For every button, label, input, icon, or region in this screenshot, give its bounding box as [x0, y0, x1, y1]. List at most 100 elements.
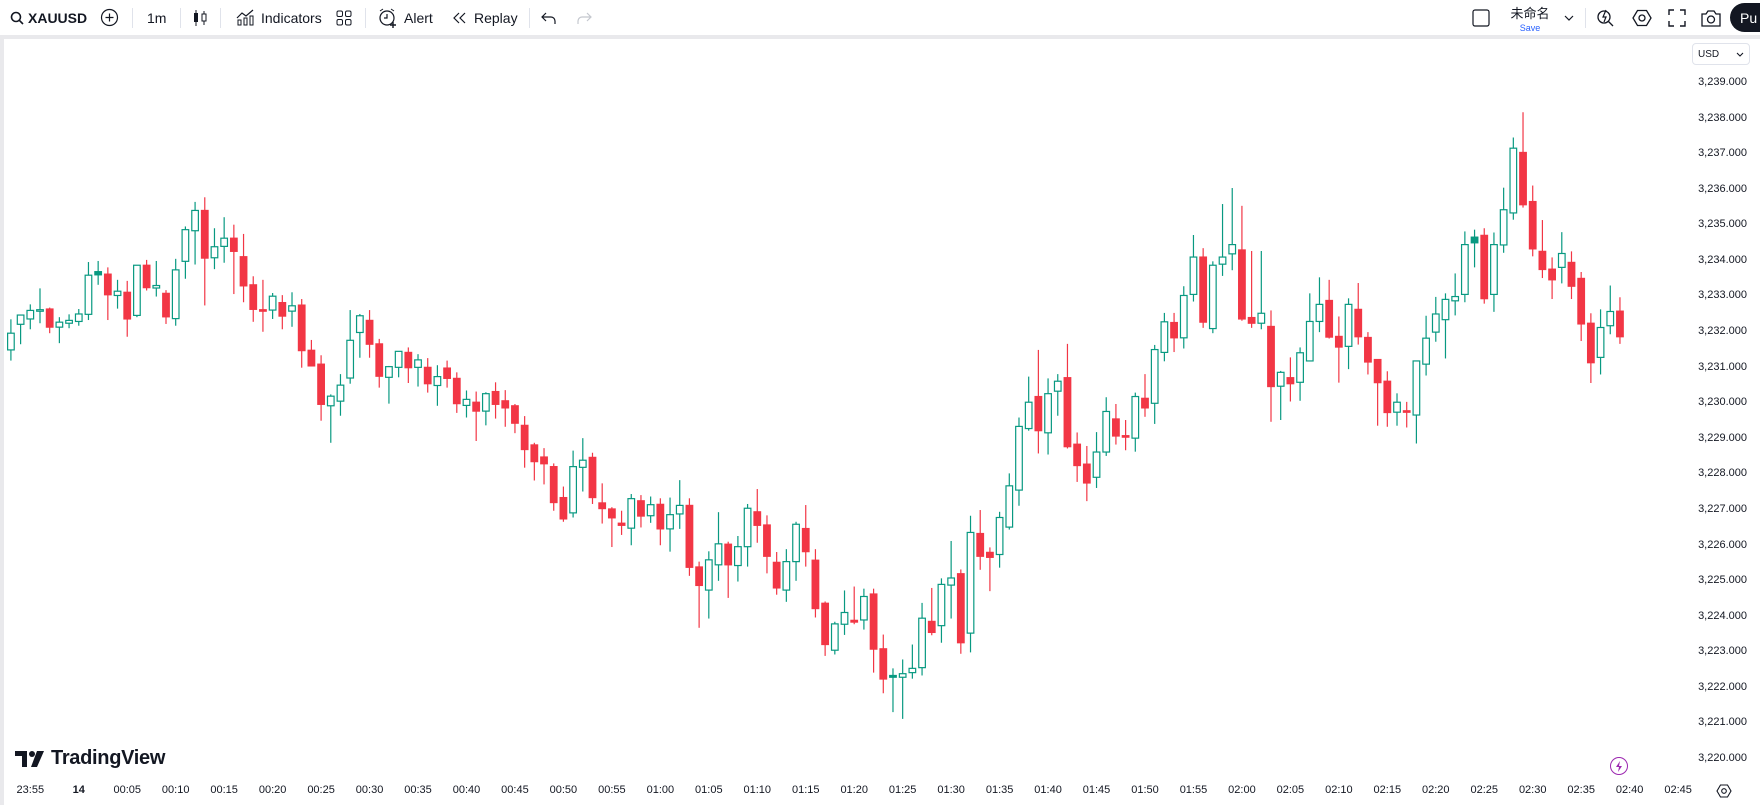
- alert-button[interactable]: Alert: [378, 0, 433, 35]
- layout-menu-button[interactable]: [1564, 0, 1574, 35]
- candle: [1586, 313, 1595, 384]
- candle-body: [569, 466, 578, 514]
- axis-settings-button[interactable]: [1716, 783, 1732, 804]
- candle-body: [123, 291, 132, 320]
- candle: [229, 224, 238, 295]
- price-tick-label: 3,236.000: [1698, 182, 1747, 195]
- candle: [443, 360, 451, 388]
- candle: [511, 403, 519, 434]
- candle-body: [986, 551, 994, 558]
- price-tick-label: 3,231.000: [1698, 360, 1747, 373]
- redo-button[interactable]: [576, 0, 592, 35]
- redo-icon: [577, 12, 592, 24]
- replay-button[interactable]: Replay: [452, 0, 518, 35]
- candle-body: [317, 363, 325, 405]
- candle-body: [637, 500, 645, 517]
- candle-body: [1102, 410, 1111, 453]
- time-tick-label: 01:35: [985, 784, 1014, 796]
- candle-body: [1364, 336, 1372, 363]
- candle: [1112, 403, 1120, 445]
- interval-button[interactable]: 1m: [147, 0, 166, 35]
- settings-button[interactable]: [1632, 0, 1652, 35]
- undo-button[interactable]: [541, 0, 557, 35]
- time-tick-label: 02:20: [1422, 784, 1450, 796]
- candle-body: [1383, 380, 1392, 414]
- candle-body: [45, 308, 54, 328]
- tradingview-logo[interactable]: TradingView: [15, 747, 165, 770]
- candle: [472, 391, 481, 442]
- candle-body: [103, 273, 112, 296]
- candle-body: [1305, 320, 1314, 362]
- candle: [239, 233, 248, 303]
- price-tick-label: 3,234.000: [1698, 253, 1747, 266]
- candle-body: [1567, 261, 1576, 287]
- left-panel-edge: [0, 35, 4, 805]
- candle-body: [1451, 295, 1460, 302]
- grid-icon: [336, 10, 352, 25]
- candle-body: [782, 561, 791, 591]
- chart-type-button[interactable]: [192, 0, 208, 35]
- candles-icon: [194, 9, 207, 26]
- candle: [1354, 283, 1363, 345]
- gear-icon: [1716, 784, 1732, 798]
- candle-body: [1519, 151, 1527, 206]
- candle: [1044, 378, 1052, 455]
- candle-body: [976, 532, 985, 557]
- layout-name-button[interactable]: 未命名 Save: [1500, 3, 1560, 33]
- fullscreen-button[interactable]: [1668, 0, 1686, 35]
- candle-body: [452, 377, 461, 405]
- currency-select[interactable]: USD: [1692, 43, 1750, 65]
- time-tick-label: 00:40: [452, 784, 481, 796]
- candle-body: [1373, 358, 1382, 384]
- candle-body: [268, 295, 277, 311]
- publish-button[interactable]: Pu: [1730, 3, 1760, 32]
- price-tick-label: 3,230.000: [1698, 396, 1747, 409]
- templates-button[interactable]: [336, 0, 352, 35]
- candle-body: [113, 290, 122, 297]
- chevron-down-icon: [1736, 52, 1744, 57]
- candle-body: [830, 623, 839, 651]
- candle-body: [355, 315, 364, 334]
- candle: [268, 292, 277, 319]
- candle: [1276, 370, 1285, 421]
- candle: [646, 496, 655, 523]
- time-tick-label: 01:05: [695, 784, 723, 796]
- candle-body: [1422, 337, 1430, 365]
- candle: [491, 382, 500, 419]
- candle-body: [1354, 308, 1363, 338]
- candle-body: [966, 531, 975, 634]
- candle-body: [288, 305, 296, 312]
- candle: [1412, 360, 1421, 444]
- candle: [1519, 112, 1527, 208]
- candle: [753, 489, 762, 543]
- candle: [821, 601, 830, 656]
- candle: [385, 365, 393, 404]
- price-tick-label: 3,223.000: [1698, 645, 1747, 658]
- candle: [74, 309, 83, 326]
- candle: [181, 226, 190, 279]
- candle-body: [1441, 298, 1450, 321]
- layout-select-button[interactable]: [1472, 0, 1490, 35]
- save-link[interactable]: Save: [1519, 23, 1541, 33]
- compare-symbol-button[interactable]: [100, 0, 119, 35]
- candle-body: [1179, 294, 1188, 339]
- candle-body: [559, 496, 568, 520]
- candle: [763, 515, 771, 574]
- indicators-button[interactable]: Indicators: [236, 0, 322, 35]
- lightning-badge[interactable]: [1610, 757, 1628, 775]
- candle-body: [191, 209, 199, 232]
- candle-body: [1034, 395, 1043, 432]
- candle: [365, 310, 374, 358]
- snapshot-button[interactable]: [1701, 0, 1721, 35]
- candle-body: [1470, 236, 1479, 244]
- candlestick-chart[interactable]: [4, 39, 1687, 775]
- candle-body: [704, 559, 713, 591]
- candle: [549, 463, 558, 511]
- square-icon: [1472, 8, 1490, 27]
- candle-body: [1082, 463, 1091, 484]
- quick-search-button[interactable]: [1596, 0, 1616, 35]
- candle: [288, 292, 296, 327]
- candle: [1577, 271, 1586, 342]
- candle: [976, 510, 985, 570]
- symbol-search-button[interactable]: XAUUSD: [10, 0, 87, 35]
